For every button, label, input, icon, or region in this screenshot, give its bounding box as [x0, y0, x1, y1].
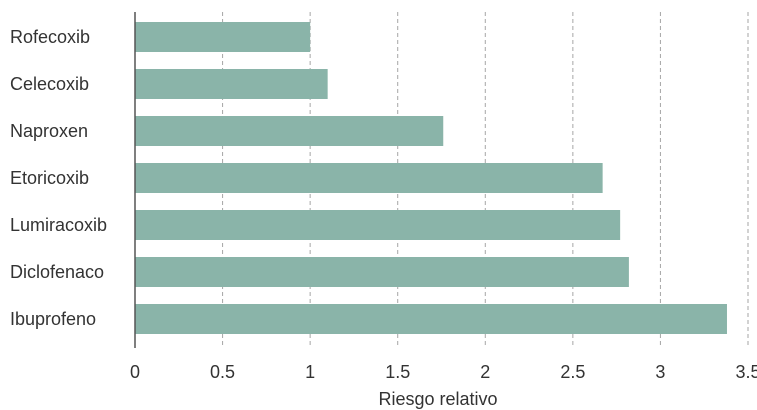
- bar-diclofenaco: [135, 257, 629, 287]
- x-tick-label: 0.5: [210, 362, 235, 382]
- x-tick-label: 2.5: [560, 362, 585, 382]
- x-tick-label: 0: [130, 362, 140, 382]
- x-tick-label: 3: [655, 362, 665, 382]
- bar-rofecoxib: [135, 22, 311, 52]
- bar-etoricoxib: [135, 163, 603, 193]
- bar-lumiracoxib: [135, 210, 621, 240]
- category-label: Rofecoxib: [10, 27, 90, 47]
- category-label: Etoricoxib: [10, 168, 89, 188]
- category-label: Ibuprofeno: [10, 309, 96, 329]
- x-tick-label: 3.5: [735, 362, 757, 382]
- bar-naproxen: [135, 116, 444, 146]
- bar-celecoxib: [135, 69, 328, 99]
- bar-ibuprofeno: [135, 304, 727, 334]
- category-label: Celecoxib: [10, 74, 89, 94]
- x-tick-label: 2: [480, 362, 490, 382]
- bar-layer: [135, 22, 727, 334]
- x-axis-title: Riesgo relativo: [378, 389, 497, 409]
- category-label: Lumiracoxib: [10, 215, 107, 235]
- category-label: Naproxen: [10, 121, 88, 141]
- x-tick-label: 1.5: [385, 362, 410, 382]
- axis-layer: 0 0.5 1 1.5 2 2.5 3 3.5 Rofecoxib Celecoxib Naprox…: [10, 12, 757, 382]
- category-label: Diclofenaco: [10, 262, 104, 282]
- x-tick-label: 1: [305, 362, 315, 382]
